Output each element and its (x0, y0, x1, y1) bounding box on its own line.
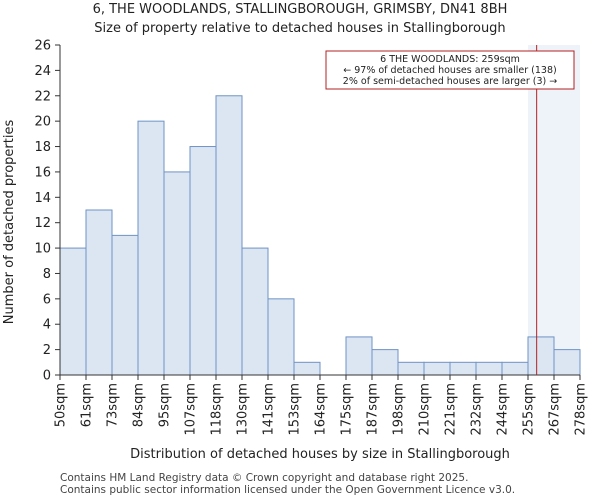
y-tick-label: 6 (43, 292, 51, 307)
histogram-bar (215, 95, 243, 376)
y-tick-label: 4 (43, 318, 51, 333)
x-tick-label: 255sqm (522, 383, 537, 436)
chart-title: 6, THE WOODLANDS, STALLINGBOROUGH, GRIMS… (92, 2, 508, 17)
annotation-line: ← 97% of detached houses are smaller (13… (343, 65, 556, 76)
histogram-bar (267, 298, 295, 376)
x-tick-label: 141sqm (262, 383, 277, 436)
histogram-bar (85, 209, 113, 376)
y-tick-label: 16 (34, 165, 51, 180)
histogram-bar (241, 247, 269, 376)
footer-copyright: Contains HM Land Registry data © Crown c… (60, 472, 469, 484)
histogram-bar (137, 120, 165, 376)
y-tick-label: 12 (34, 216, 51, 231)
histogram-bar (449, 361, 477, 376)
y-tick-label: 8 (43, 267, 51, 282)
histogram-bar (345, 336, 373, 376)
annotation-line: 2% of semi-detached houses are larger (3… (343, 76, 557, 87)
histogram-bar (553, 349, 581, 376)
histogram-bar (371, 349, 399, 376)
x-tick-label: 244sqm (496, 383, 511, 436)
y-tick-label: 14 (34, 191, 51, 206)
x-tick-label: 130sqm (236, 383, 251, 436)
x-tick-label: 118sqm (210, 383, 225, 436)
histogram-bar (501, 361, 529, 376)
y-tick-label: 2 (43, 343, 51, 358)
chart-subtitle: Size of property relative to detached ho… (94, 21, 506, 36)
x-tick-label: 175sqm (340, 383, 355, 436)
x-tick-label: 221sqm (444, 383, 459, 436)
x-tick-label: 164sqm (314, 383, 329, 436)
x-tick-label: 198sqm (392, 383, 407, 436)
y-tick-label: 20 (34, 115, 51, 130)
y-axis-label: Number of detached properties (2, 120, 17, 325)
annotation-line: 6 THE WOODLANDS: 259sqm (380, 54, 520, 65)
x-tick-label: 50sqm (54, 383, 69, 427)
histogram-bar (189, 146, 217, 376)
x-tick-label: 232sqm (470, 383, 485, 436)
y-tick-label: 18 (34, 140, 51, 155)
y-tick-label: 26 (34, 39, 51, 54)
x-tick-label: 61sqm (80, 383, 95, 427)
footer-licence: Contains public sector information licen… (60, 484, 516, 496)
x-tick-label: 267sqm (548, 383, 563, 436)
y-tick-label: 22 (34, 89, 51, 104)
histogram-bar (475, 361, 503, 376)
highlight-region (528, 45, 580, 375)
y-tick-label: 24 (34, 64, 51, 79)
y-tick-label: 0 (43, 369, 51, 384)
x-tick-label: 73sqm (106, 383, 121, 427)
x-tick-label: 107sqm (184, 383, 199, 436)
histogram-bar (111, 234, 139, 376)
histogram-bar (59, 247, 87, 376)
x-axis-label: Distribution of detached houses by size … (130, 447, 510, 462)
histogram-bar (397, 361, 425, 376)
x-tick-label: 95sqm (158, 383, 173, 427)
histogram-bar (163, 171, 191, 376)
x-tick-label: 278sqm (574, 383, 589, 436)
histogram-bar (527, 336, 555, 376)
x-tick-label: 210sqm (418, 383, 433, 436)
x-tick-label: 187sqm (366, 383, 381, 436)
x-tick-label: 153sqm (288, 383, 303, 436)
x-tick-label: 84sqm (132, 383, 147, 427)
y-tick-label: 10 (34, 242, 51, 257)
histogram-bar (423, 361, 451, 376)
histogram-bar (293, 361, 321, 376)
annotation-box (325, 50, 575, 90)
